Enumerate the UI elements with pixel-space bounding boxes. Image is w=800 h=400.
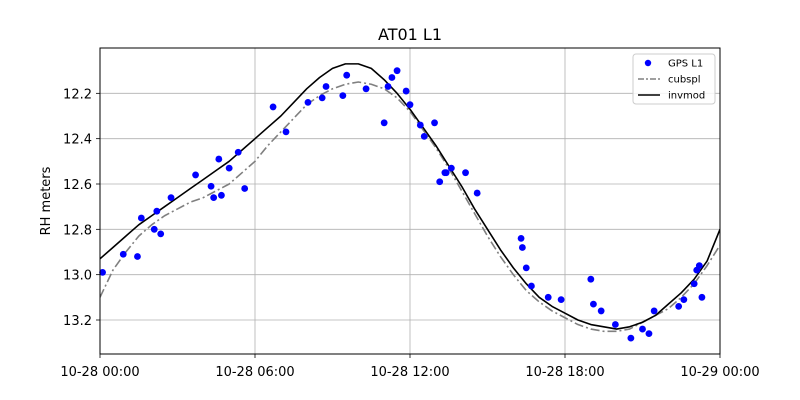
data-point — [304, 99, 312, 106]
y-tick-label: 12.4 — [63, 133, 92, 148]
series-layer — [99, 63, 720, 342]
data-point — [645, 330, 653, 337]
data-point — [698, 293, 706, 301]
y-tick-label: 12.6 — [63, 178, 92, 193]
legend: GPS L1 cubspl invmod — [632, 53, 716, 105]
data-point — [416, 121, 424, 129]
data-point — [234, 148, 242, 156]
data-point — [388, 74, 396, 81]
data-point — [518, 244, 526, 251]
data-point — [639, 325, 646, 333]
data-point — [384, 83, 392, 90]
x-tick-label: 10-28 18:00 — [525, 365, 604, 380]
data-point — [137, 214, 145, 222]
x-tick-label: 10-28 12:00 — [370, 365, 449, 380]
x-tick-label: 10-28 06:00 — [215, 365, 294, 380]
data-point — [402, 87, 410, 95]
data-point — [462, 169, 469, 177]
data-point — [322, 83, 330, 90]
grid — [99, 48, 721, 354]
data-point — [167, 194, 175, 202]
data-point — [241, 185, 249, 192]
series-line-invmod — [100, 63, 720, 330]
data-point — [269, 103, 277, 111]
data-point — [119, 250, 127, 258]
data-point — [339, 92, 347, 99]
data-point — [380, 119, 388, 127]
data-point — [544, 293, 552, 301]
data-point — [192, 171, 199, 179]
data-point — [590, 300, 597, 308]
data-point — [680, 296, 688, 303]
legend-label: GPS L1 — [668, 59, 703, 70]
data-point — [528, 282, 535, 290]
data-point — [695, 262, 703, 269]
data-point — [393, 67, 401, 75]
x-tick-label: 10-29 00:00 — [680, 365, 759, 380]
y-tick-label: 12.2 — [63, 87, 92, 102]
y-axis-label: RH meters — [39, 166, 54, 235]
data-point — [442, 169, 450, 177]
data-point — [431, 119, 438, 127]
y-tick-label: 12.8 — [63, 223, 92, 238]
data-point — [522, 264, 530, 272]
y-tick-label: 13.0 — [63, 269, 92, 284]
data-point — [436, 178, 444, 186]
legend-box — [632, 53, 716, 105]
data-point — [420, 133, 428, 140]
x-tick-label: 10-28 00:00 — [60, 365, 139, 380]
data-point — [362, 85, 370, 93]
data-point — [134, 253, 141, 260]
data-point — [557, 296, 565, 303]
data-point — [690, 280, 698, 288]
data-point — [215, 155, 223, 163]
data-point — [207, 182, 215, 190]
legend-label: invmod — [668, 91, 705, 102]
data-point — [473, 189, 481, 197]
y-tick-label: 13.2 — [63, 314, 92, 329]
data-point — [587, 275, 595, 283]
data-point — [627, 334, 635, 342]
data-point — [597, 307, 605, 315]
data-point — [343, 71, 351, 79]
data-point — [650, 307, 658, 315]
data-point — [675, 303, 683, 310]
data-point — [282, 128, 290, 136]
data-point — [225, 164, 233, 172]
data-point — [153, 207, 161, 215]
data-point — [318, 94, 326, 102]
data-point — [517, 235, 525, 242]
data-point — [218, 191, 225, 199]
series-line-cubspl — [100, 81, 720, 333]
data-point — [99, 269, 106, 276]
data-point — [611, 321, 619, 328]
chart-title: AT01 L1 — [378, 25, 442, 44]
data-point — [406, 101, 414, 109]
data-point — [150, 225, 158, 233]
legend-label: cubspl — [668, 75, 701, 86]
legend-marker — [644, 59, 652, 67]
data-point — [447, 164, 455, 172]
data-point — [210, 194, 218, 202]
data-point — [157, 230, 165, 238]
axes: 10-28 00:00 10-28 06:00 10-28 12:00 10-28 1… — [60, 87, 759, 380]
